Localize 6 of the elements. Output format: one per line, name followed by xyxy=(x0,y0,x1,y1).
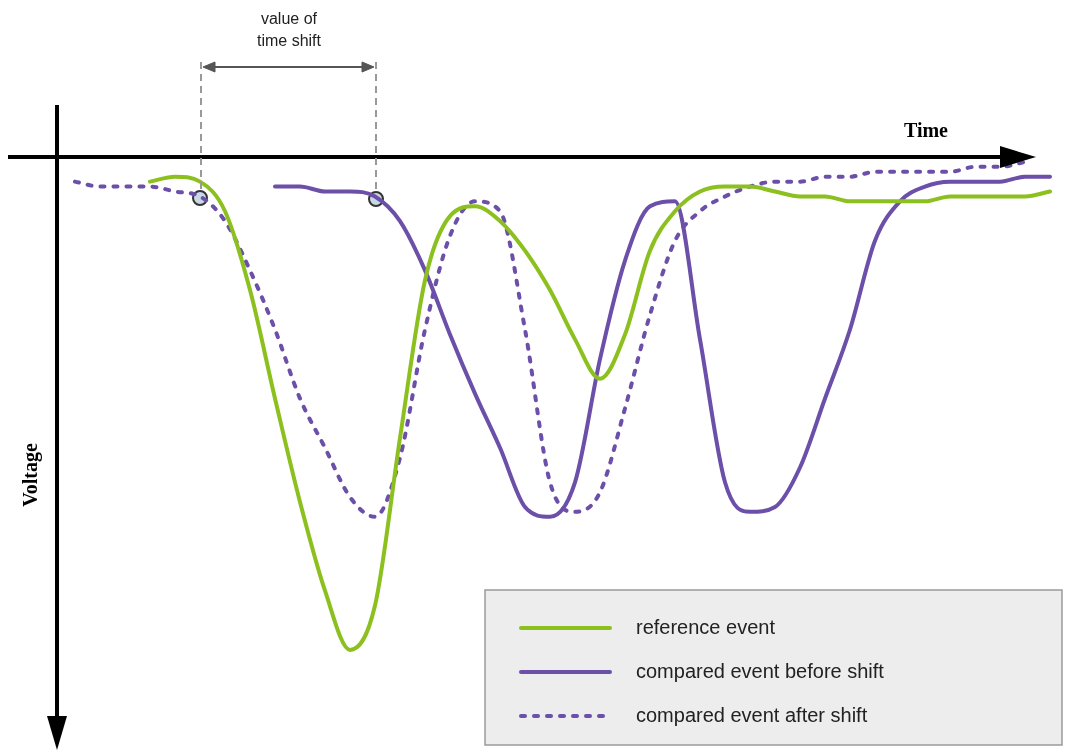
text: value of time shift xyxy=(256,9,322,51)
legend-label: compared event after shift xyxy=(636,703,868,726)
y-axis-title: Voltage xyxy=(19,443,43,507)
legend-label: compared event before shift xyxy=(636,659,885,682)
legend-label: reference event xyxy=(636,615,776,638)
x-axis-title: Time xyxy=(903,119,949,141)
